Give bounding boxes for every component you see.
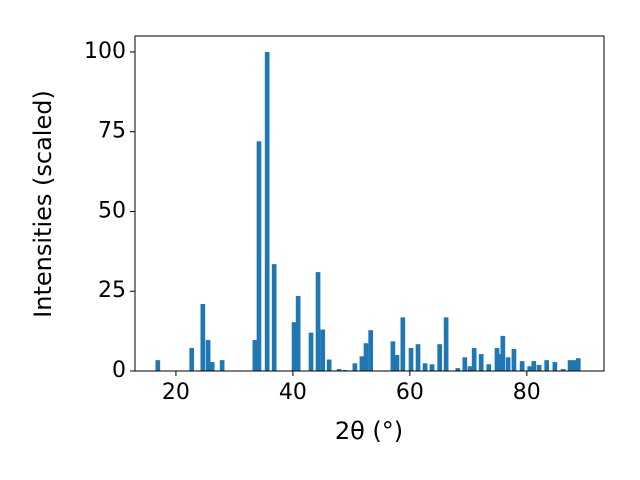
bar	[291, 322, 297, 371]
bar	[394, 355, 400, 371]
bar	[205, 340, 211, 371]
bar	[400, 317, 406, 371]
bar	[189, 348, 195, 371]
plot-frame	[134, 35, 605, 372]
bar	[315, 272, 321, 371]
bar	[336, 369, 342, 371]
bar	[462, 357, 468, 371]
bar	[352, 363, 358, 371]
bar	[531, 361, 537, 371]
bar	[544, 360, 550, 371]
bar	[363, 343, 369, 371]
y-tick-label: 75	[98, 119, 126, 144]
bar	[552, 362, 558, 371]
bar	[511, 348, 517, 371]
bar	[467, 366, 473, 371]
bar	[368, 330, 374, 371]
bar	[560, 369, 566, 371]
bar	[575, 358, 581, 371]
bar	[209, 362, 215, 371]
bar	[422, 363, 428, 371]
bar	[571, 360, 577, 371]
bar	[320, 329, 326, 371]
bar	[443, 317, 449, 371]
bar	[471, 348, 477, 371]
bar	[567, 360, 573, 371]
bar	[429, 364, 435, 371]
bar	[437, 344, 443, 371]
bar	[271, 264, 277, 371]
bar	[478, 354, 484, 371]
bar	[326, 359, 332, 371]
bar	[500, 335, 506, 371]
x-tick-label: 80	[513, 380, 541, 405]
bar	[390, 341, 396, 371]
bar	[359, 356, 365, 371]
y-axis-title: Intensities (scaled)	[29, 90, 57, 318]
bar	[155, 360, 161, 371]
bar	[536, 364, 542, 371]
bar	[408, 348, 414, 371]
y-tick-label: 100	[84, 39, 126, 64]
bar	[497, 354, 503, 371]
bar	[527, 366, 533, 371]
bar	[256, 141, 262, 371]
bar	[455, 368, 461, 371]
bar	[505, 357, 511, 371]
bar	[200, 304, 206, 371]
y-tick-label: 25	[98, 278, 126, 303]
bar	[264, 51, 270, 371]
x-tick-label: 20	[162, 380, 190, 405]
bar	[295, 296, 301, 371]
bar	[252, 340, 258, 371]
x-tick-label: 60	[396, 380, 424, 405]
bar	[494, 348, 500, 371]
bar	[308, 332, 314, 371]
bar	[519, 361, 525, 371]
y-tick-label: 0	[112, 358, 126, 383]
x-tick-label: 40	[279, 380, 307, 405]
bar	[415, 344, 421, 371]
y-tick-label: 50	[98, 198, 126, 223]
x-axis-title: 2θ (°)	[335, 417, 403, 445]
bar	[486, 364, 492, 371]
bar	[219, 360, 225, 371]
